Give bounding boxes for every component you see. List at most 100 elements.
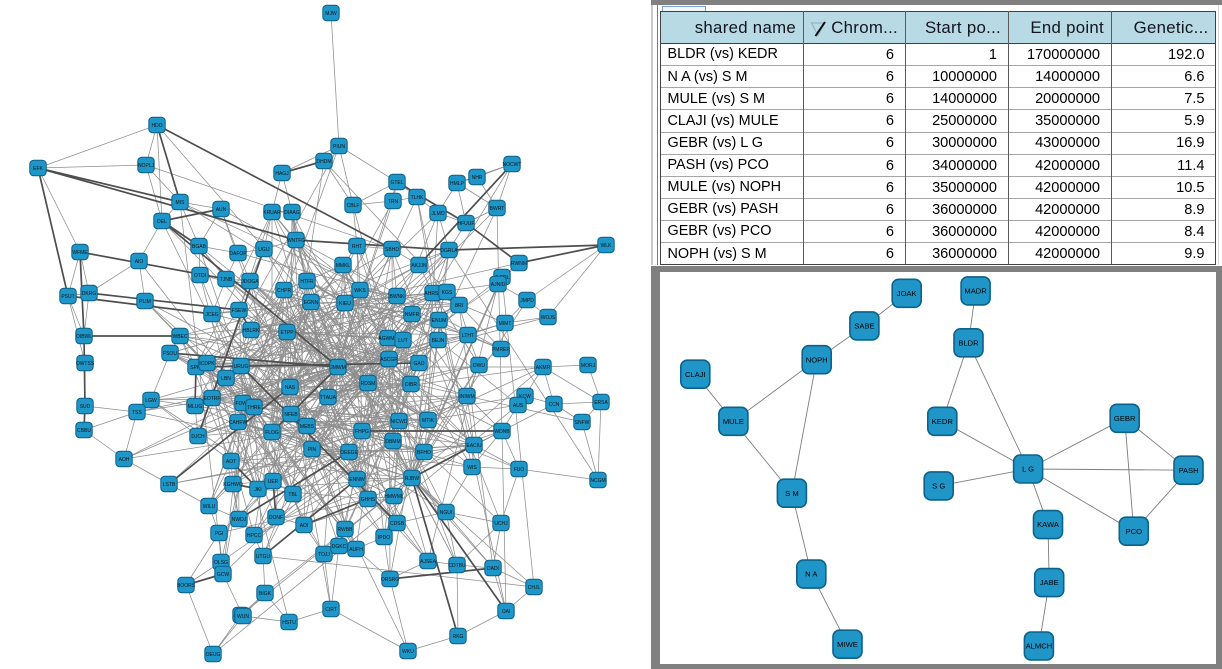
svg-text:ENUM: ENUM xyxy=(432,318,447,324)
svg-text:WILU: WILU xyxy=(203,504,216,510)
svg-text:LSTB: LSTB xyxy=(163,482,176,488)
svg-text:FSEW: FSEW xyxy=(232,308,247,314)
svg-text:AUFH: AUFH xyxy=(349,547,363,553)
svg-text:RDSM: RDSM xyxy=(361,381,376,387)
svg-text:CDSB: CDSB xyxy=(390,521,405,527)
svg-text:DBMM: DBMM xyxy=(385,439,400,445)
svg-text:EACIU: EACIU xyxy=(466,443,482,449)
svg-text:THRE: THRE xyxy=(247,405,261,411)
svg-text:CIRT: CIRT xyxy=(325,607,337,613)
svg-text:MIS: MIS xyxy=(176,200,186,206)
svg-text:NAS: NAS xyxy=(285,385,296,391)
svg-text:MLUG: MLUG xyxy=(188,404,203,410)
svg-text:S M: S M xyxy=(785,488,799,497)
svg-text:DAFOP: DAFOP xyxy=(229,251,247,257)
svg-text:BOORS: BOORS xyxy=(177,583,196,589)
svg-text:DEL: DEL xyxy=(157,219,167,225)
svg-text:GEBR: GEBR xyxy=(1114,413,1136,422)
svg-text:UER: UER xyxy=(268,479,279,485)
svg-text:WLK: WLK xyxy=(601,243,613,249)
svg-text:OEEGE: OEEGE xyxy=(340,450,358,456)
svg-text:EOTRF: EOTRF xyxy=(204,396,221,402)
svg-text:KEDR: KEDR xyxy=(932,416,954,425)
svg-text:MJW: MJW xyxy=(325,11,337,17)
svg-text:FUO: FUO xyxy=(514,467,525,473)
svg-text:BRI: BRI xyxy=(455,303,463,309)
svg-text:WDNB: WDNB xyxy=(494,429,510,435)
svg-text:SBHD: SBHD xyxy=(385,247,399,253)
svg-text:WKU: WKU xyxy=(402,649,414,655)
svg-text:DHDM: DHDM xyxy=(317,159,332,165)
svg-text:PASH: PASH xyxy=(1178,465,1198,474)
svg-text:DKRG: DKRG xyxy=(82,291,97,297)
svg-text:S G: S G xyxy=(932,481,945,490)
svg-text:KAWA: KAWA xyxy=(1037,520,1060,529)
svg-text:HMWML: HMWML xyxy=(384,494,404,500)
svg-text:HTFR: HTFR xyxy=(300,279,314,285)
svg-text:BLDR: BLDR xyxy=(958,338,979,347)
svg-text:SNFW: SNFW xyxy=(575,420,590,426)
svg-text:DIBR: DIBR xyxy=(405,382,417,388)
svg-text:EGNN: EGNN xyxy=(304,300,319,306)
svg-text:ASCGR: ASCGR xyxy=(380,357,398,363)
svg-text:SUD: SUD xyxy=(80,404,91,410)
svg-text:OTOI: OTOI xyxy=(194,273,206,279)
svg-text:CDTBU: CDTBU xyxy=(448,563,466,569)
svg-text:HFUUF: HFUUF xyxy=(458,221,475,227)
svg-text:SPKI: SPKI xyxy=(190,365,201,371)
svg-text:TRN: TRN xyxy=(388,199,399,205)
svg-text:CHPR: CHPR xyxy=(277,288,292,294)
svg-text:FHPG: FHPG xyxy=(355,429,369,435)
svg-text:AHRSS: AHRSS xyxy=(424,291,442,297)
svg-text:OLSG: OLSG xyxy=(214,560,228,566)
svg-text:FDWR: FDWR xyxy=(236,401,251,407)
svg-text:PLIM: PLIM xyxy=(139,299,151,305)
svg-text:WOJS: WOJS xyxy=(541,315,556,321)
svg-text:UCHJ: UCHJ xyxy=(494,521,508,527)
svg-text:FSOU: FSOU xyxy=(163,351,177,357)
svg-text:PMRER: PMRER xyxy=(492,347,510,353)
svg-text:KCW: KCW xyxy=(519,394,531,400)
svg-text:RWNM: RWNM xyxy=(511,261,527,267)
svg-text:SABE: SABE xyxy=(854,321,874,330)
svg-text:NOPLJ: NOPLJ xyxy=(138,163,155,169)
svg-text:URUG: URUG xyxy=(234,364,249,370)
svg-text:DIAAG: DIAAG xyxy=(284,210,300,216)
svg-text:HMLP: HMLP xyxy=(450,181,465,187)
svg-text:PGI: PGI xyxy=(215,531,224,537)
svg-text:FLOG: FLOG xyxy=(265,430,279,436)
svg-text:EFK: EFK xyxy=(33,166,43,172)
svg-text:AGWMK: AGWMK xyxy=(378,336,398,342)
svg-text:MEBS: MEBS xyxy=(300,424,315,430)
svg-text:CBLF: CBLF xyxy=(347,203,360,209)
svg-text:AOH: AOH xyxy=(119,457,130,463)
svg-text:DADI: DADI xyxy=(487,566,499,572)
svg-text:WFME: WFME xyxy=(72,250,88,256)
svg-text:TLHK: TLHK xyxy=(411,195,424,201)
svg-text:HAGJ: HAGJ xyxy=(275,171,289,177)
svg-text:WUN: WUN xyxy=(237,614,249,620)
svg-text:TTAUA: TTAUA xyxy=(320,395,337,401)
svg-text:GHHS: GHHS xyxy=(361,497,376,503)
svg-text:JOAK: JOAK xyxy=(897,288,917,297)
svg-text:MTIK: MTIK xyxy=(422,418,435,424)
svg-text:NCGM: NCGM xyxy=(590,478,605,484)
svg-text:L G: L G xyxy=(1022,464,1034,473)
svg-text:KGS: KGS xyxy=(442,290,453,296)
svg-text:NGUI: NGUI xyxy=(440,510,453,516)
svg-text:OWTSS: OWTSS xyxy=(76,361,95,367)
svg-text:INIWM: INIWM xyxy=(459,394,474,400)
svg-text:BWRT: BWRT xyxy=(490,206,505,212)
svg-text:CHJL: CHJL xyxy=(528,585,541,591)
svg-text:NOCWT: NOCWT xyxy=(503,162,522,168)
svg-text:DGKC: DGKC xyxy=(332,544,347,550)
svg-text:TBL: TBL xyxy=(288,492,297,498)
svg-text:DWU: DWU xyxy=(473,363,485,369)
svg-text:IPDO: IPDO xyxy=(378,535,390,541)
svg-text:CBBU: CBBU xyxy=(77,428,91,434)
svg-text:JMPD: JMPD xyxy=(520,298,534,304)
svg-text:RKG: RKG xyxy=(453,634,464,640)
svg-text:MADR: MADR xyxy=(964,286,987,295)
svg-text:BIGK: BIGK xyxy=(259,591,272,597)
svg-text:MIWE: MIWE xyxy=(837,639,858,648)
